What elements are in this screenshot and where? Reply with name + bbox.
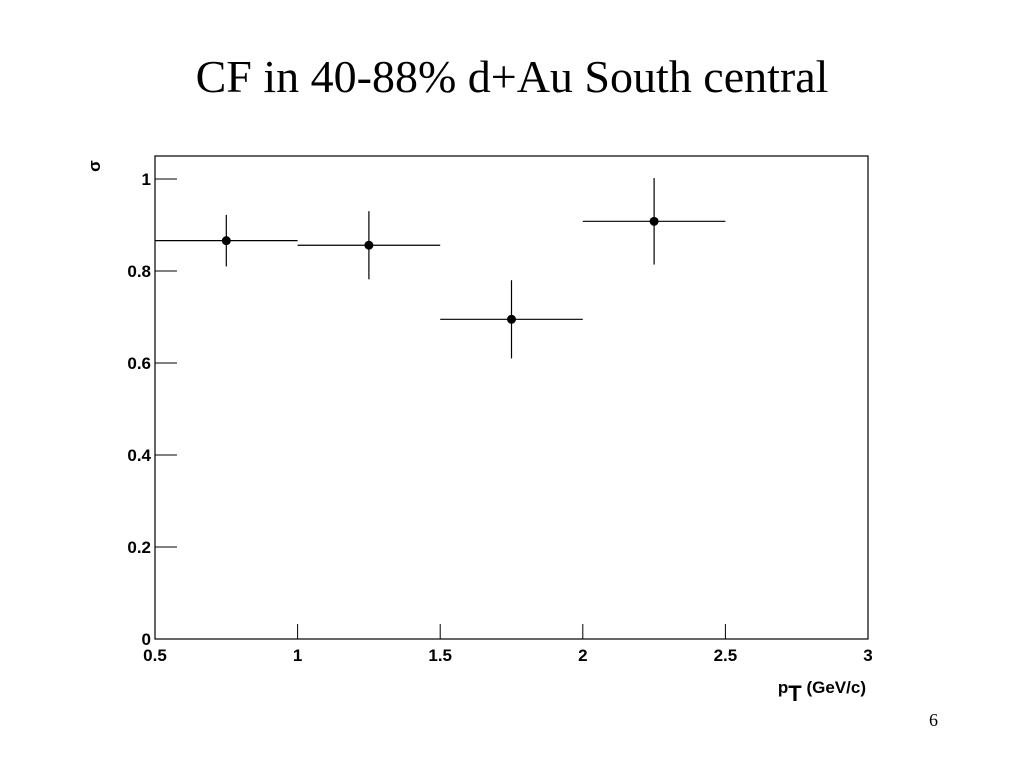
- slide-title: CF in 40-88% d+Au South central: [196, 51, 829, 102]
- y-tick-label: 0.2: [127, 538, 151, 557]
- data-point: [507, 314, 516, 324]
- data-point: [364, 240, 374, 250]
- y-tick-label: 0.8: [127, 262, 151, 281]
- y-tick-label: 1: [142, 170, 151, 189]
- x-tick-label: 1: [293, 646, 302, 665]
- y-axis-label: σ: [85, 160, 104, 172]
- x-tick-label: 2.5: [714, 646, 738, 665]
- plot-frame: [154, 155, 869, 640]
- x-label-sub: T: [788, 681, 802, 706]
- x-label-rest: (GeV/c): [802, 678, 866, 697]
- y-tick-label: 0.4: [127, 446, 151, 465]
- y-tick-label: 0: [142, 630, 151, 649]
- x-tick-label: 0.5: [143, 646, 167, 665]
- x-axis-label: pT (GeV/c): [778, 678, 866, 706]
- data-point: [221, 236, 231, 246]
- page-number: 6: [929, 710, 938, 730]
- x-tick-label: 2: [578, 646, 587, 665]
- x-label-main: p: [778, 678, 788, 697]
- x-tick-label: 3: [863, 646, 872, 665]
- y-tick-label: 0.6: [127, 354, 151, 373]
- x-tick-label: 1.5: [428, 646, 452, 665]
- data-point: [649, 216, 659, 226]
